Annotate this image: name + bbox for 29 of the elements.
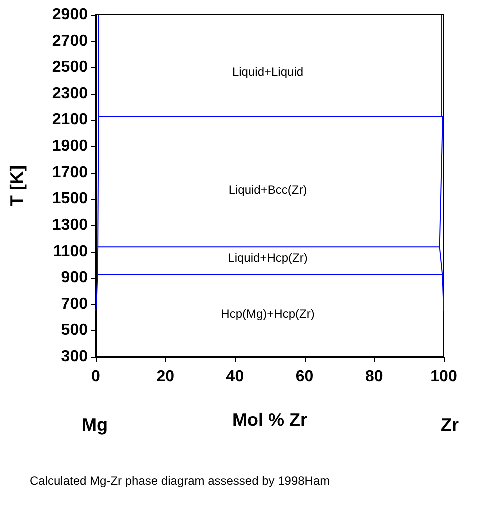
text: Mg	[82, 415, 108, 435]
annotation: Liquid+Hcp(Zr)	[228, 251, 308, 265]
x-tick-label: 80	[366, 368, 384, 386]
x-tick-label: 100	[430, 368, 458, 386]
y-tick-label: 500	[61, 322, 88, 340]
y-axis-title: T [K]	[7, 166, 27, 206]
annotation: Hcp(Mg)+Hcp(Zr)	[221, 307, 315, 321]
y-tick-label: 2300	[52, 85, 88, 102]
text: Calculated Mg-Zr phase diagram assessed by 1998Ham	[30, 474, 330, 488]
y-tick-label: 1100	[53, 243, 88, 260]
y-tick-label: 2700	[52, 32, 88, 50]
y-tick-label: 300	[61, 348, 88, 366]
x-tick-label: 60	[296, 368, 314, 386]
y-tick-label: 2500	[52, 59, 88, 76]
y-tick-label: 1900	[52, 138, 88, 156]
y-tick-label: 2900	[52, 6, 88, 24]
y-tick-label: 900	[61, 270, 88, 287]
x-tick-label: 40	[226, 368, 244, 386]
y-tick-label: 1300	[52, 216, 88, 234]
y-tick-label: 1500	[52, 190, 88, 208]
y-tick-label: 2100	[52, 112, 88, 129]
annotation: Liquid+Bcc(Zr)	[228, 183, 308, 197]
x-axis-title: Mol % Zr	[232, 410, 308, 430]
x-tick-label: 20	[156, 368, 175, 386]
x-tick-label: 0	[92, 368, 101, 386]
text: Zr	[441, 415, 459, 435]
y-tick-label: 1700	[52, 164, 88, 182]
y-tick-label: 700	[61, 296, 88, 313]
annotation: Liquid+Liquid	[232, 65, 304, 79]
